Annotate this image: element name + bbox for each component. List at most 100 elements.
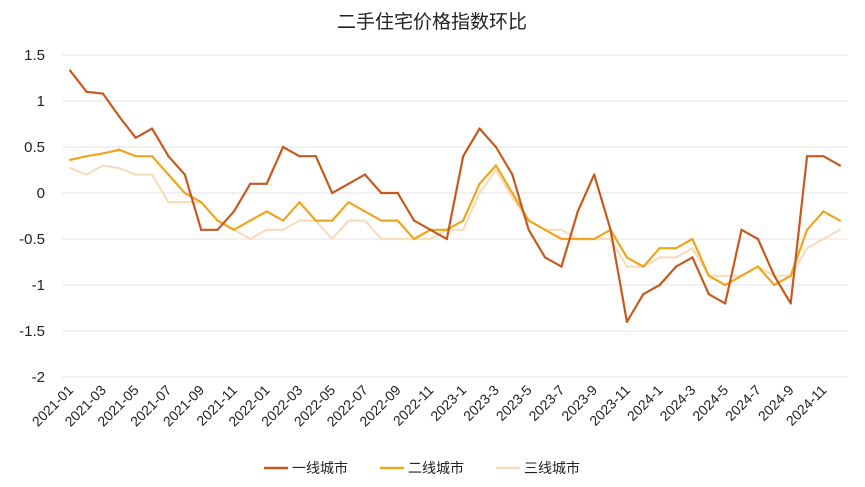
data-point [380,219,383,222]
data-point [822,210,825,213]
data-point [101,92,105,95]
data-point [167,155,170,158]
data-point [68,158,72,162]
data-point [478,191,481,195]
data-point [838,164,842,167]
legend-item: 二线城市 [380,460,464,477]
data-point [756,265,760,268]
data-point [642,265,645,268]
data-point [478,182,481,185]
x-tick-label: 2024-1 [624,382,666,424]
data-point [707,293,711,296]
series-points [68,69,842,323]
data-point [674,265,678,268]
data-point [330,219,334,222]
data-point [429,228,432,231]
data-point [118,148,121,151]
data-point [249,182,252,185]
data-point [789,274,792,277]
data-point [281,228,285,231]
data-point [363,210,367,213]
series-lines [68,69,842,323]
data-point [461,228,465,231]
data-point [543,256,547,259]
data-point [134,173,137,176]
data-point [265,228,268,231]
data-point [527,219,530,222]
x-tick-label: 2024-5 [689,382,731,424]
data-point [216,219,219,222]
data-point [723,283,727,287]
data-point [347,201,350,204]
data-point [363,219,367,222]
x-tick-label: 2024-7 [722,382,764,424]
data-point [412,237,416,241]
data-point [429,237,432,241]
data-point [592,237,596,241]
data-point [167,173,170,176]
data-point [363,173,367,176]
data-point [232,210,236,213]
y-tick-label: -1 [32,277,45,294]
data-point [511,196,514,199]
legend: 一线城市 二线城市 三线城市 [264,460,580,477]
y-tick-label: 1.5 [24,47,45,64]
data-point [118,115,121,118]
chart-title: 二手住宅价格指数环比 [337,11,527,33]
data-point [85,155,88,158]
data-point [625,320,629,323]
data-point [773,283,776,287]
data-point [805,155,809,158]
series-points [68,164,842,277]
data-point [494,164,498,167]
data-point [822,237,825,241]
data-point [347,219,350,222]
x-tick-label: 2023-3 [460,382,502,424]
data-point [68,166,72,170]
data-point [838,228,842,231]
data-point [101,164,105,167]
y-tick-label: -2 [32,369,45,386]
data-point [691,237,694,241]
data-point [511,191,514,195]
series-points [68,148,842,287]
data-point [298,201,301,204]
x-tick-label: 2023-7 [525,382,567,424]
data-point [118,166,121,170]
legend-label: 三线城市 [524,460,580,477]
data-point [822,155,825,158]
data-point [642,293,645,296]
data-point [445,237,449,241]
data-point [281,145,285,149]
data-point [576,210,580,213]
data-point [691,256,694,259]
data-point [658,283,661,287]
grid-lines [62,54,848,378]
data-point [805,228,809,231]
data-point [789,302,792,305]
data-point [674,256,678,259]
data-point [265,182,268,185]
data-point [658,256,661,259]
data-point [183,191,187,195]
data-point [625,256,629,259]
data-point [494,168,498,172]
legend-item: 三线城市 [496,460,580,477]
data-point [511,173,514,176]
data-point [330,191,334,195]
data-point [773,274,776,277]
data-point [134,155,137,158]
data-point [478,127,481,130]
legend-label: 一线城市 [292,460,348,477]
data-point [150,127,154,130]
data-point [592,173,596,176]
data-point [150,155,154,158]
data-point [314,155,318,158]
data-point [494,145,498,149]
data-point [298,155,301,158]
data-point [134,136,137,139]
data-point [85,90,88,94]
data-point [249,237,252,241]
